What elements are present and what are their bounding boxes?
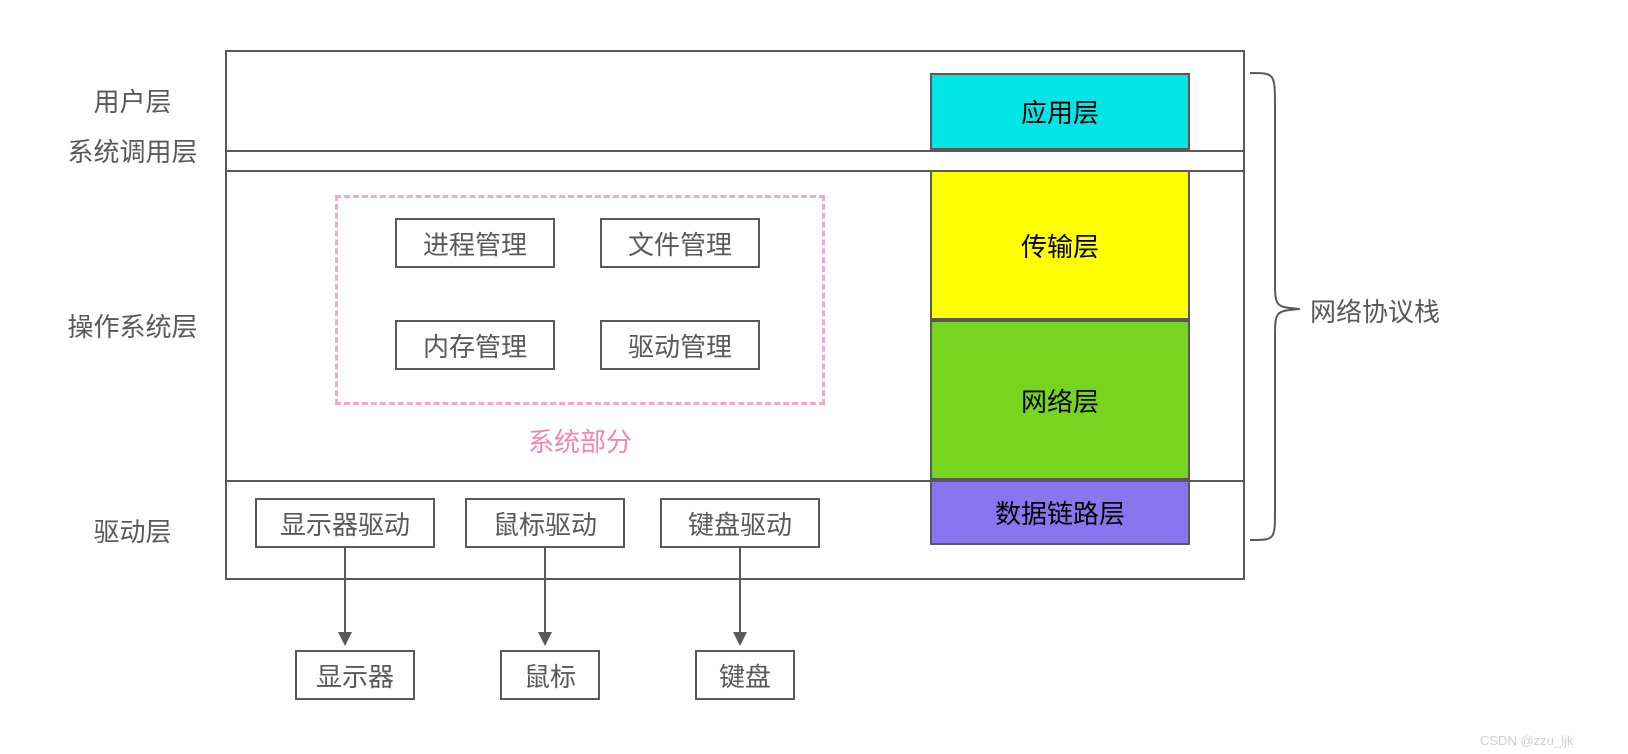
netstack-app: 应用层 <box>930 73 1190 150</box>
layer-label-driver: 驱动层 <box>40 480 225 580</box>
mgmt-proc: 进程管理 <box>395 218 555 268</box>
driver-mouse: 鼠标驱动 <box>465 498 625 548</box>
system-part-label: 系统部分 <box>335 420 825 460</box>
device-display: 显示器 <box>295 650 415 700</box>
row-divider-0 <box>225 150 1245 152</box>
brace-label: 网络协议栈 <box>1310 290 1510 330</box>
mgmt-drv: 驱动管理 <box>600 320 760 370</box>
netstack-network: 网络层 <box>930 320 1190 480</box>
arrow-line-kbd <box>739 548 741 634</box>
mgmt-file: 文件管理 <box>600 218 760 268</box>
arrow-line-display <box>344 548 346 634</box>
netstack-datalink: 数据链路层 <box>930 480 1190 545</box>
arrow-head-kbd <box>733 632 747 646</box>
arrow-head-mouse <box>538 632 552 646</box>
device-kbd: 键盘 <box>695 650 795 700</box>
driver-kbd: 键盘驱动 <box>660 498 820 548</box>
arrow-line-mouse <box>544 548 546 634</box>
arrow-head-display <box>338 632 352 646</box>
device-mouse: 鼠标 <box>500 650 600 700</box>
driver-display: 显示器驱动 <box>255 498 435 548</box>
netstack-transport: 传输层 <box>930 170 1190 320</box>
mgmt-mem: 内存管理 <box>395 320 555 370</box>
layer-label-os: 操作系统层 <box>40 170 225 480</box>
watermark: CSDN @zzu_ljk <box>1480 730 1628 750</box>
